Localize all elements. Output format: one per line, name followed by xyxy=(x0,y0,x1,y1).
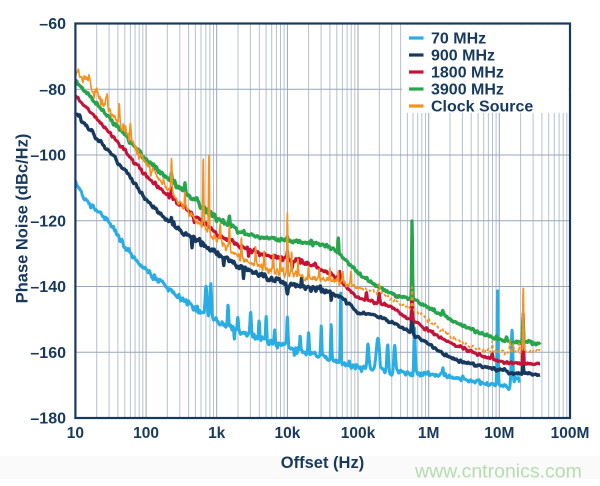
svg-text:Phase Noise (dBc/Hz): Phase Noise (dBc/Hz) xyxy=(14,134,32,304)
svg-text:–180: –180 xyxy=(30,411,66,428)
svg-text:100: 100 xyxy=(133,425,159,442)
svg-text:Clock Source: Clock Source xyxy=(431,99,533,116)
svg-text:900 MHz: 900 MHz xyxy=(431,48,495,65)
svg-text:–120: –120 xyxy=(30,213,66,230)
svg-text:1800 MHz: 1800 MHz xyxy=(431,65,504,82)
svg-text:–60: –60 xyxy=(39,16,66,33)
svg-text:–100: –100 xyxy=(30,148,66,165)
svg-text:100k: 100k xyxy=(341,425,376,442)
svg-text:10k: 10k xyxy=(274,425,300,442)
svg-text:–160: –160 xyxy=(30,345,66,362)
svg-text:–140: –140 xyxy=(30,279,66,296)
svg-text:10M: 10M xyxy=(484,425,514,442)
svg-text:www.cntronics.com: www.cntronics.com xyxy=(414,461,582,483)
svg-text:1k: 1k xyxy=(208,425,226,442)
svg-text:10: 10 xyxy=(67,425,84,442)
svg-text:3900 MHz: 3900 MHz xyxy=(431,82,504,99)
svg-text:70 MHz: 70 MHz xyxy=(431,31,486,48)
svg-text:100M: 100M xyxy=(551,425,590,442)
svg-text:–80: –80 xyxy=(39,82,66,99)
svg-text:Offset (Hz): Offset (Hz) xyxy=(281,454,364,472)
svg-text:1M: 1M xyxy=(418,425,440,442)
